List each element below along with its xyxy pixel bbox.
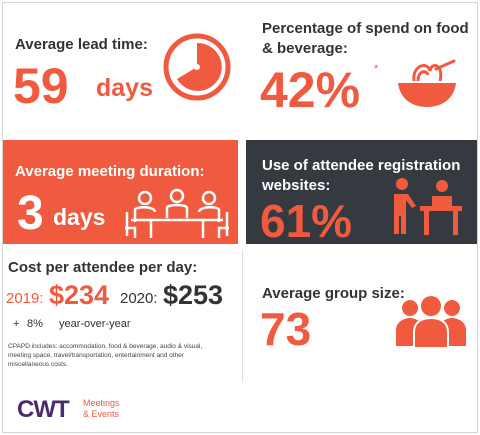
lead-time-value: 59 <box>13 58 69 114</box>
meeting-unit: days <box>53 204 106 230</box>
group-label: Average group size: <box>262 285 405 302</box>
food-beverage-tile: Percentage of spend on food & beverage: … <box>246 3 477 134</box>
cwt-logo: CWT <box>17 396 70 423</box>
cost-footnote: CPAPD includes: accommodation, food & be… <box>8 343 203 368</box>
cost-2020-value: $253 <box>163 280 224 310</box>
food-value: 42% <box>260 62 361 118</box>
cost-per-attendee-tile: Cost per attendee per day: 2019: $234 20… <box>3 250 238 382</box>
food-footnote-mark: * <box>374 63 379 75</box>
cwt-subtitle-line1: Meetings <box>83 398 120 408</box>
registration-desk-icon <box>394 178 462 235</box>
lead-time-tile: Average lead time: 59 days <box>3 3 238 134</box>
divider <box>242 250 243 382</box>
cost-change-value: 8% <box>27 318 43 330</box>
websites-value: 61% <box>260 195 353 247</box>
cwt-subtitle-line2: & Events <box>83 409 120 419</box>
lead-time-unit: days <box>96 74 153 102</box>
cwt-subtitle: Meetings & Events <box>83 398 120 420</box>
lead-time-label: Average lead time: <box>15 36 148 53</box>
cost-2019-label: 2019: <box>6 290 44 307</box>
group-people-icon <box>396 296 466 348</box>
food-label-line1: Percentage of spend on food <box>262 20 469 37</box>
registration-websites-tile: Use of attendee registration websites: 6… <box>246 140 477 244</box>
meeting-value: 3 <box>17 187 44 240</box>
websites-label-line2: websites: <box>262 177 331 194</box>
cost-change-sign: + <box>13 318 20 330</box>
food-bowl-icon <box>398 59 456 107</box>
cost-2020-label: 2020: <box>120 290 158 307</box>
cost-label: Cost per attendee per day: <box>8 259 198 276</box>
clock-icon <box>163 33 231 101</box>
meeting-label: Average meeting duration: <box>15 163 205 180</box>
food-label-line2: & beverage: <box>262 40 348 57</box>
group-value: 73 <box>260 303 312 355</box>
group-size-tile: Average group size: 73 <box>246 250 477 382</box>
meeting-duration-tile: Average meeting duration: 3 days <box>3 140 238 244</box>
meeting-table-icon <box>125 188 229 238</box>
cost-2019-value: $234 <box>49 280 110 310</box>
cost-change-text: year-over-year <box>59 318 131 330</box>
footer: CWT Meetings & Events <box>3 384 477 432</box>
websites-label-line1: Use of attendee registration <box>262 157 461 174</box>
